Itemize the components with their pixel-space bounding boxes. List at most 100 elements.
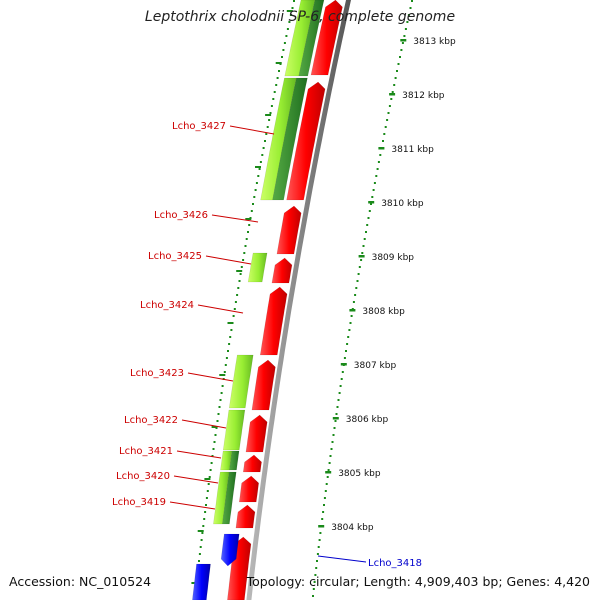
label-leader-line: [176, 450, 222, 459]
genome-backbone: [246, 0, 351, 600]
ruler-dot: [387, 112, 390, 114]
ruler-dot: [312, 588, 315, 590]
ruler-dot: [406, 21, 409, 23]
feature-block: [222, 409, 246, 451]
track-dot: [208, 476, 211, 478]
label-leader-line: [205, 255, 252, 265]
ruler-tick: [378, 147, 385, 150]
ruler-dot: [358, 266, 361, 268]
track-dot: [234, 301, 237, 303]
track-dot: [239, 273, 242, 275]
track-dot: [261, 154, 264, 156]
ruler-dot: [324, 490, 327, 492]
ruler-dot: [357, 273, 360, 275]
track-dot: [250, 210, 253, 212]
track-dot: [262, 147, 265, 149]
ruler-dot: [338, 392, 341, 394]
gene-label-lcho_3422: Lcho_3422: [124, 415, 178, 426]
ruler-tick-label: 3812 kbp: [402, 91, 445, 101]
label-leader-line: [197, 304, 244, 314]
ruler-dot: [315, 567, 318, 569]
track-dot: [223, 371, 226, 373]
track-dot: [218, 406, 221, 408]
track-dot: [275, 84, 278, 86]
feature-block: [260, 77, 297, 201]
track-dot: [283, 42, 286, 44]
track-dot: [219, 399, 222, 401]
track-tick: [275, 62, 282, 64]
ruler-dot: [356, 280, 359, 282]
track-dot: [265, 133, 268, 135]
ruler-dot: [345, 350, 347, 352]
track-dot: [247, 231, 249, 233]
track-dot: [240, 266, 243, 268]
ruler-dot: [379, 154, 382, 156]
track-tick: [197, 530, 204, 532]
ruler-dot: [403, 35, 406, 37]
gene-arrow: [259, 286, 288, 356]
ruler-dot: [375, 175, 378, 177]
feature-block: [229, 450, 240, 471]
track-dot: [209, 469, 212, 471]
ruler-dot: [404, 28, 407, 30]
ruler-dot: [401, 42, 404, 44]
ruler-tick-label: 3805 kbp: [338, 469, 381, 479]
ruler-dot: [355, 287, 358, 289]
track-dot: [282, 49, 285, 51]
ruler-dot: [336, 406, 339, 408]
ruler-dot: [397, 63, 400, 65]
track-dot: [217, 413, 220, 415]
ruler-dot: [333, 427, 336, 429]
ruler-dot: [322, 511, 325, 513]
feature-block: [222, 471, 237, 525]
feature-block: [284, 0, 316, 77]
track-dot: [221, 385, 224, 387]
gene-label-lcho_3418: Lcho_3418: [368, 558, 422, 569]
track-dot: [220, 392, 223, 394]
ruler-tick-label: 3810 kbp: [381, 199, 424, 209]
ruler-dot: [323, 497, 326, 499]
track-dot: [270, 105, 273, 107]
track-dot: [269, 112, 272, 114]
ruler-dot: [340, 378, 343, 380]
track-dot: [199, 546, 202, 548]
track-dot: [245, 238, 248, 240]
track-dot: [212, 448, 215, 450]
track-dot: [232, 315, 235, 317]
track-dot: [281, 56, 283, 58]
ruler-dot: [313, 581, 316, 583]
accession-text: Accession: NC_010524: [9, 574, 152, 589]
gene-arrow: [192, 563, 211, 601]
track-dot: [224, 364, 227, 366]
ruler-tick: [332, 417, 339, 420]
track-dot: [204, 511, 207, 513]
ruler-dot: [335, 413, 338, 415]
ruler-dot: [316, 553, 319, 555]
track-dot: [236, 294, 239, 296]
ruler-dot: [312, 595, 314, 597]
ruler-dot: [396, 70, 398, 72]
feature-block: [213, 471, 230, 525]
track-dot: [254, 189, 257, 191]
ruler-tick-label: 3808 kbp: [362, 307, 405, 317]
track-dot: [264, 140, 266, 142]
ruler-dot: [365, 231, 367, 233]
gene-label-lcho_3425: Lcho_3425: [148, 251, 202, 262]
track-tick: [219, 374, 226, 376]
ruler-dot: [328, 462, 331, 464]
topology-text: Topology: circular; Length: 4,909,403 bp…: [246, 574, 590, 589]
ruler-dot: [384, 126, 387, 128]
track-dot: [272, 98, 275, 100]
label-leader-line: [211, 214, 259, 223]
ruler-dot: [377, 161, 380, 163]
gene-arrow: [238, 475, 259, 503]
ruler-dot: [329, 455, 332, 457]
ruler-tick: [389, 93, 396, 96]
ruler-dot: [314, 574, 317, 576]
track-dot: [288, 21, 291, 23]
ruler-dot: [326, 476, 329, 478]
track-dot: [266, 126, 269, 128]
ruler-dot: [348, 329, 351, 331]
ruler-tick-label: 3806 kbp: [346, 415, 389, 425]
